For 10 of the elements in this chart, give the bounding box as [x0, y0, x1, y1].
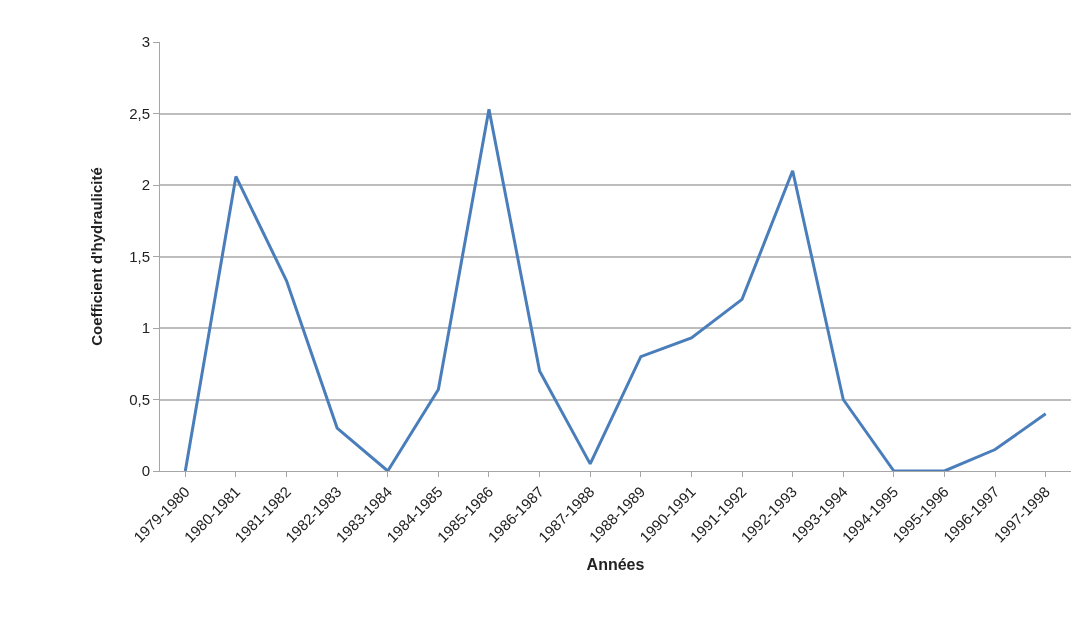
y-tick-label: 0,5	[129, 390, 150, 408]
y-tick-label: 3	[141, 33, 150, 51]
y-tick-label: 2,5	[129, 104, 150, 122]
y-tick-label: 0	[141, 462, 150, 480]
y-tick-label: 2	[141, 176, 150, 194]
x-axis-title: Années	[586, 556, 645, 574]
line-series	[183, 107, 1048, 471]
y-tick-label: 1,5	[129, 247, 150, 265]
y-tick-label: 1	[141, 319, 150, 337]
y-axis-title: Coefficient d'hydraulicité	[88, 167, 106, 346]
